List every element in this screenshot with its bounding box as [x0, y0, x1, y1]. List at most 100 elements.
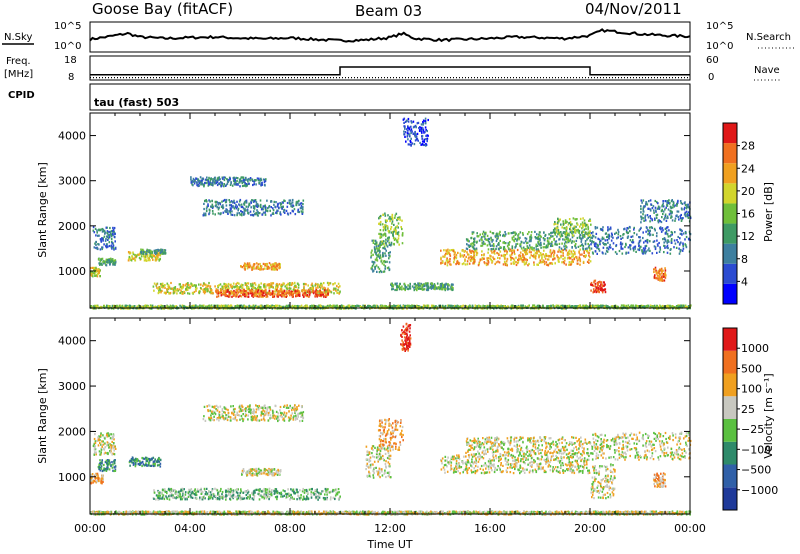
- power-cell: [555, 226, 558, 229]
- power-cell: [608, 237, 610, 240]
- power-cell: [679, 215, 682, 218]
- power-cell: [547, 240, 550, 243]
- power-cell: [678, 218, 680, 221]
- power-cell: [481, 257, 484, 260]
- power-cell: [259, 203, 262, 206]
- power-cell: [219, 178, 221, 181]
- power-cell: [286, 201, 289, 205]
- power-cell: [539, 239, 541, 242]
- power-cell: [325, 292, 327, 295]
- power-cell: [655, 235, 658, 238]
- power-cell: [443, 305, 446, 308]
- power-cell: [225, 208, 227, 211]
- power-cell: [279, 202, 281, 205]
- power-cell: [672, 203, 674, 206]
- power-cell: [245, 176, 247, 179]
- power-cell: [610, 239, 613, 242]
- power-cell: [317, 283, 320, 286]
- power-cell: [319, 291, 322, 294]
- power-cell: [384, 241, 387, 244]
- power-cell: [243, 304, 245, 307]
- power-cell: [238, 181, 241, 184]
- power-cell: [541, 257, 543, 260]
- power-cell: [498, 242, 500, 245]
- power-cell: [144, 250, 146, 253]
- power-cell: [248, 202, 250, 205]
- power-cell: [436, 282, 439, 285]
- power-cell: [207, 184, 210, 187]
- power-cell: [463, 254, 466, 257]
- power-cell: [321, 285, 323, 288]
- power-cell: [453, 258, 456, 261]
- power-cell: [563, 242, 566, 245]
- power-cell: [536, 263, 538, 266]
- power-cell: [224, 289, 227, 292]
- power-cell: [534, 236, 537, 239]
- power-cell: [528, 251, 531, 254]
- power-cell: [425, 138, 427, 141]
- power-cell: [240, 291, 243, 294]
- power-cell: [569, 221, 572, 224]
- power-cell: [114, 247, 117, 250]
- power-cell: [139, 257, 142, 260]
- power-cell: [580, 240, 583, 243]
- power-cell: [397, 226, 399, 229]
- power-cell: [625, 244, 627, 247]
- power-cell: [603, 281, 605, 284]
- power-cell: [629, 244, 631, 247]
- power-cell: [482, 230, 485, 233]
- power-cell: [399, 282, 401, 285]
- power-cell: [656, 232, 658, 235]
- power-cell: [145, 259, 148, 262]
- power-cell: [140, 248, 142, 251]
- power-cell: [315, 290, 318, 293]
- power-cell: [482, 240, 485, 243]
- power-cell: [563, 262, 566, 265]
- power-cell: [594, 236, 597, 239]
- power-cell: [664, 273, 667, 276]
- power-cell: [551, 262, 554, 265]
- power-cell: [151, 304, 154, 307]
- power-cell: [466, 243, 468, 246]
- power-cell: [594, 279, 597, 282]
- power-cell: [510, 258, 512, 262]
- power-cell: [270, 200, 272, 203]
- power-cell: [267, 292, 269, 295]
- power-cell: [233, 285, 235, 288]
- freq-unit-label: [MHz]: [4, 69, 33, 80]
- power-cell: [304, 282, 306, 286]
- power-cell: [370, 256, 372, 259]
- power-cell: [419, 141, 421, 144]
- power-cell: [674, 219, 676, 222]
- power-cell: [607, 235, 610, 239]
- power-cell: [412, 126, 415, 129]
- power-cell: [243, 211, 245, 214]
- power-cell: [620, 246, 622, 249]
- power-cell: [513, 259, 516, 262]
- power-cell: [484, 242, 486, 246]
- power-cell: [382, 226, 385, 229]
- power-cell: [491, 240, 493, 243]
- power-cell: [636, 304, 638, 308]
- power-cell: [490, 255, 492, 258]
- power-cell: [182, 283, 184, 287]
- power-cell: [550, 234, 552, 237]
- power-cell: [406, 128, 408, 131]
- power-cell: [425, 134, 427, 137]
- power-cell: [497, 247, 500, 250]
- power-cell: [597, 290, 600, 293]
- power-cell: [588, 261, 590, 264]
- power-cell: [676, 202, 678, 206]
- power-cell: [300, 210, 303, 213]
- power-cell: [386, 260, 388, 263]
- power-cell: [420, 143, 422, 146]
- power-cell: [523, 263, 526, 266]
- power-cell: [497, 252, 500, 255]
- power-cell: [389, 255, 391, 258]
- power-cell: [272, 282, 275, 285]
- power-cell: [407, 129, 409, 132]
- power-cell: [588, 246, 591, 249]
- power-cell: [280, 289, 283, 292]
- power-cell: [334, 282, 336, 285]
- power-cell: [191, 291, 194, 294]
